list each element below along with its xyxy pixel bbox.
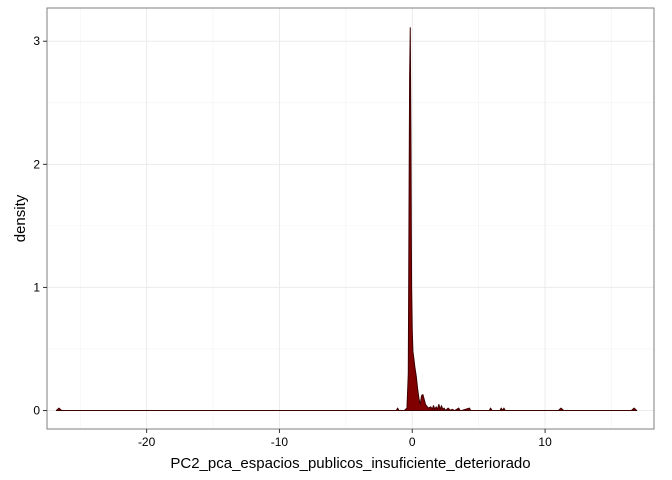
density-area (55, 27, 638, 412)
x-tick-label: 0 (409, 435, 416, 449)
y-tick-label: 1 (33, 280, 40, 294)
panel-background (47, 8, 654, 429)
minor-gridlines (47, 8, 654, 429)
x-axis-title: PC2_pca_espacios_publicos_insuficiente_d… (170, 455, 530, 472)
x-axis: -20 -10 0 10 (138, 429, 552, 449)
x-tick-label: -10 (271, 435, 289, 449)
y-axis: 0 1 2 3 (33, 34, 47, 418)
y-tick-label: 2 (33, 157, 40, 171)
x-tick-label: -20 (138, 435, 156, 449)
y-tick-label: 0 (33, 404, 40, 418)
y-tick-label: 3 (33, 34, 40, 48)
x-tick-label: 10 (538, 435, 552, 449)
y-axis-title: density (12, 194, 29, 242)
panel-border (46, 7, 655, 430)
